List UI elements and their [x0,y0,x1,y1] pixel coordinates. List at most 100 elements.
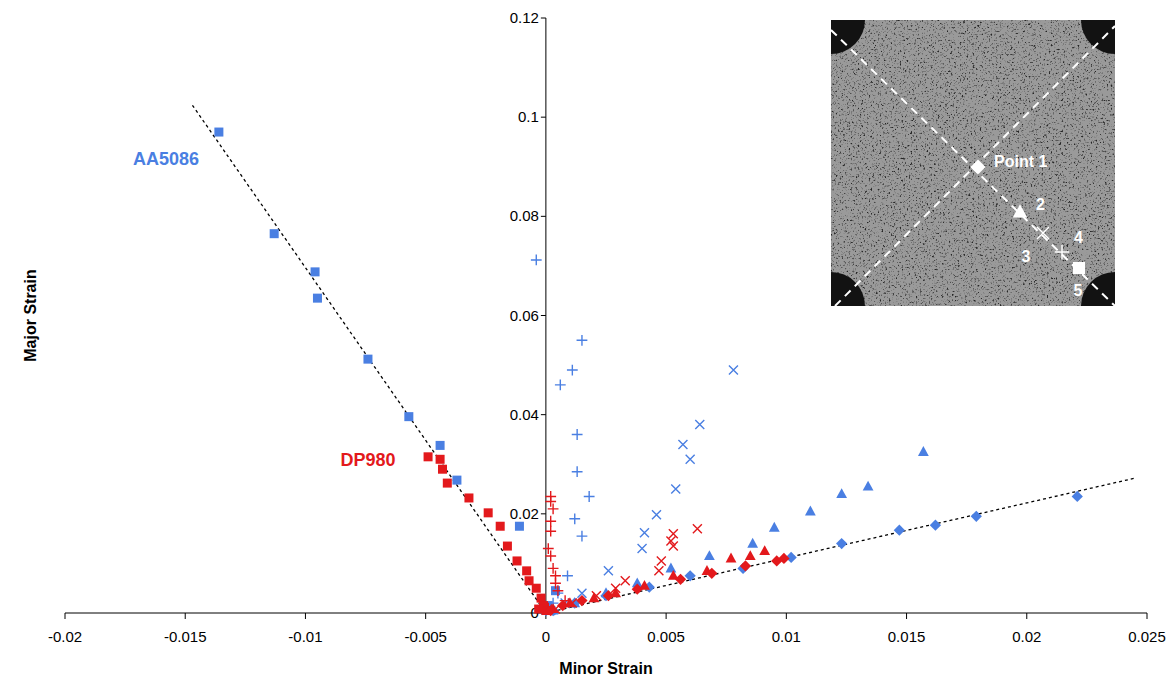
x-tick [1147,613,1148,619]
point [747,538,758,548]
point [548,563,559,574]
inset-image [831,20,1115,306]
point [621,576,630,585]
point [515,522,524,531]
point [555,380,566,391]
point [685,570,696,581]
point [769,522,780,532]
point [771,555,782,566]
series-triangle [548,545,770,613]
y-tick-label: 0.02 [510,505,539,522]
point [557,600,568,611]
x-tick-label: 0.025 [1128,628,1166,645]
point [484,508,493,517]
inset-label: Point 1 [994,153,1047,170]
inset-diagonal [835,26,1115,306]
x-tick [786,613,787,619]
x-axis [65,613,1147,614]
y-tick-label: 0.06 [510,307,539,324]
point [576,595,587,606]
point [270,229,279,238]
point [436,441,445,450]
point [836,538,847,549]
series-plus [531,255,595,616]
point [438,465,447,474]
point [577,531,588,542]
point [363,355,372,364]
point [496,522,505,531]
x-tick-label: -0.015 [164,628,207,645]
point [706,568,717,579]
inset-label: 5 [1074,282,1083,299]
inset-diagonal [831,30,1115,306]
point [424,452,433,461]
point [562,570,573,581]
x-tick-label: -0.02 [48,628,82,645]
inset-label: 3 [1022,248,1031,265]
y-tick-label: 0.1 [518,108,539,125]
point [589,592,600,602]
annotation: AA5086 [133,149,199,169]
point [729,366,738,375]
inset-marker [1055,245,1069,259]
point [545,496,556,507]
x-tick-label: 0.015 [888,628,926,645]
x-tick [425,613,426,619]
y-tick [541,117,546,118]
inset-marker [1073,262,1085,274]
point [214,128,223,137]
point [443,479,452,488]
point [545,605,556,616]
inset-marker [1037,227,1049,239]
inset-bg [831,20,1115,306]
series-x [546,366,738,615]
point [548,503,559,514]
y-tick [541,216,546,217]
y-axis-title: Major Strain [22,269,39,361]
point [805,506,816,516]
point [971,511,982,522]
point [863,481,874,491]
point [436,455,445,464]
series-diamond [547,491,1082,616]
point [603,590,614,601]
inset-label: 2 [1036,196,1045,213]
grip-hole [1081,20,1115,54]
point [311,267,320,276]
point [572,466,583,477]
annotation: DP980 [340,450,395,470]
inset-marker [971,160,986,175]
series-x [551,524,702,613]
point [503,542,512,551]
x-tick [305,613,306,619]
point [745,550,756,560]
x-tick [185,613,186,619]
point [584,491,595,502]
point [567,365,578,376]
y-tick [541,18,546,19]
point [632,584,643,595]
point [693,524,702,533]
point [531,255,542,266]
x-tick [906,613,907,619]
point [894,525,905,536]
y-tick-label: 0.12 [510,9,539,26]
point [569,513,580,524]
point [675,574,686,585]
chart: -0.02-0.015-0.01-0.00500.0050.010.0150.0… [0,0,1173,684]
y-tick [541,414,546,415]
point [545,551,556,562]
trend-line [546,478,1135,613]
series-plus [543,491,571,613]
point [669,529,678,538]
point [704,550,715,560]
point [550,578,561,589]
x-tick-label: 0 [542,628,550,645]
point [654,566,663,575]
point [534,605,543,614]
x-tick [65,613,66,619]
inset-speckle [831,20,1115,306]
x-tick-label: -0.005 [404,628,447,645]
x-tick [1026,613,1027,619]
y-tick-label: 0.08 [510,207,539,224]
